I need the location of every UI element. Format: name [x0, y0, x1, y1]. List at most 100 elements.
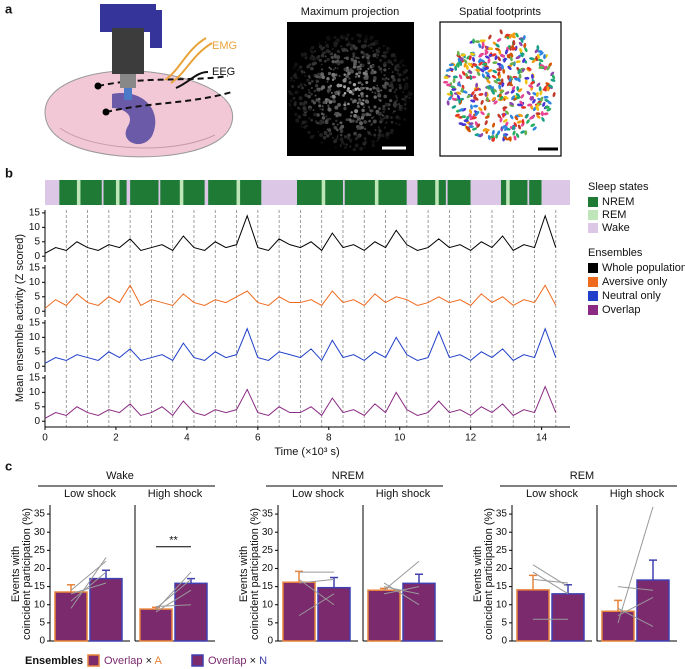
footprint	[548, 84, 554, 88]
footprint	[535, 112, 541, 116]
footprint	[501, 124, 507, 129]
footprint	[470, 99, 476, 103]
cell	[345, 68, 350, 73]
cell	[336, 135, 339, 137]
cell	[342, 35, 346, 38]
individual-line	[155, 571, 192, 611]
cell	[353, 59, 358, 64]
footprint	[515, 96, 521, 100]
cell	[360, 125, 364, 130]
footprint	[503, 95, 509, 100]
cell	[383, 94, 388, 99]
cell	[314, 120, 318, 123]
footprint	[509, 101, 514, 106]
footprint	[513, 135, 517, 141]
footprint	[480, 99, 484, 105]
cell	[390, 116, 393, 119]
sleep-segment	[321, 180, 326, 205]
sleep-segment	[261, 180, 297, 205]
footprint	[486, 85, 491, 90]
cell	[337, 103, 341, 107]
cell	[382, 63, 386, 66]
cell	[403, 85, 407, 89]
y-tick-label: 25	[496, 545, 508, 556]
footprint	[511, 95, 515, 100]
cell	[394, 122, 398, 125]
bar	[89, 577, 123, 642]
cell	[380, 133, 385, 138]
cell	[370, 46, 373, 50]
cell	[364, 74, 367, 77]
cell	[393, 58, 397, 62]
footprint	[492, 136, 496, 142]
cell	[326, 77, 330, 81]
cell	[387, 78, 390, 81]
cell	[354, 143, 359, 148]
cell	[360, 92, 364, 96]
individual-line	[298, 593, 335, 617]
cell	[371, 122, 374, 125]
cell	[326, 80, 329, 83]
bar	[551, 593, 585, 642]
cell	[308, 107, 312, 111]
legend-title: Ensembles	[588, 247, 643, 259]
cell	[392, 110, 395, 113]
footprint	[460, 57, 464, 63]
y-tick-label: 10	[262, 599, 274, 610]
cell	[328, 117, 332, 121]
sleep-segment	[541, 180, 570, 205]
cell	[312, 58, 316, 62]
legend-label: Overlap	[602, 304, 641, 316]
cell	[330, 91, 333, 94]
footprint	[481, 62, 488, 66]
sleep-segment	[115, 180, 120, 205]
cell	[370, 70, 375, 75]
group-title: NREM	[332, 470, 364, 482]
cell	[356, 104, 360, 109]
footprint	[552, 92, 556, 98]
cell	[343, 107, 347, 111]
cell	[371, 41, 376, 46]
footprint	[475, 68, 481, 72]
cell	[307, 89, 310, 91]
y-tick-label: 10	[29, 277, 41, 288]
cell	[380, 71, 383, 73]
cell	[338, 75, 341, 78]
cell	[359, 86, 364, 91]
cell	[354, 87, 358, 91]
cell	[347, 41, 351, 44]
footprint	[526, 119, 530, 124]
cell	[347, 133, 351, 137]
y-axis-label: coincident participation (%)	[21, 508, 33, 640]
y-tick-label: 35	[262, 509, 274, 520]
y-tick-label: 0	[34, 416, 40, 427]
cell	[377, 93, 382, 98]
footprint	[463, 62, 467, 68]
cell	[317, 100, 321, 104]
cell	[318, 42, 321, 45]
spatial-footprints	[443, 29, 556, 142]
cell	[393, 101, 397, 105]
x-tick-label: 0	[42, 433, 48, 444]
cell	[395, 88, 398, 91]
cell	[363, 106, 365, 109]
cell	[368, 54, 371, 57]
footprint	[491, 53, 497, 57]
cell	[374, 128, 377, 131]
cell	[345, 143, 348, 146]
cell	[299, 101, 304, 106]
cell	[326, 57, 330, 62]
cell	[355, 136, 359, 140]
cell	[313, 112, 317, 117]
cell	[317, 131, 320, 133]
footprint	[531, 59, 537, 64]
cell	[290, 79, 292, 82]
sleep-segment	[406, 180, 418, 205]
cell	[353, 131, 357, 136]
cell	[303, 125, 307, 129]
max-projection-cells	[287, 33, 413, 152]
y-tick-label: 15	[29, 208, 41, 219]
cell	[324, 120, 329, 125]
cell	[334, 111, 337, 115]
cell	[304, 74, 307, 77]
